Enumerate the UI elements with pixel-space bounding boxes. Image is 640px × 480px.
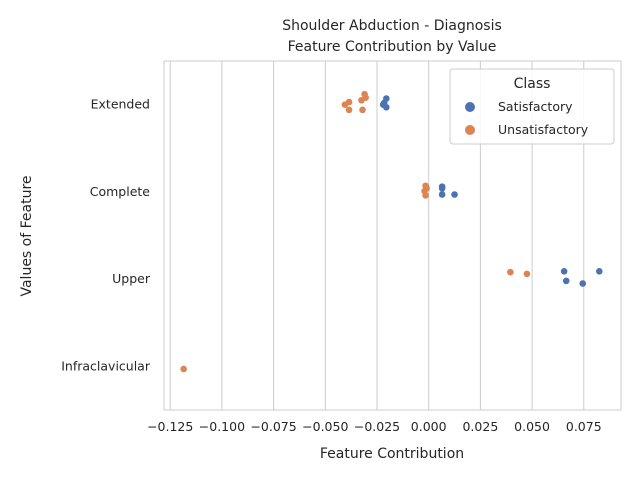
y-tick-label: Upper xyxy=(112,271,151,286)
x-tick-label: −0.125 xyxy=(147,419,193,434)
x-tick-label: −0.075 xyxy=(250,419,296,434)
data-point-satisfactory xyxy=(380,99,388,107)
data-point-satisfactory xyxy=(438,185,446,192)
y-tick-labels: Extended Complete Upper Infraclavicular xyxy=(61,97,151,374)
legend-title: Class xyxy=(514,76,551,92)
data-point-unsatisfactory xyxy=(358,96,365,104)
y-axis-label: Values of Feature xyxy=(19,175,35,296)
data-point-satisfactory xyxy=(560,267,568,275)
x-tick-label: 0.050 xyxy=(514,419,550,434)
x-tick-label: −0.025 xyxy=(354,419,400,434)
data-point-satisfactory xyxy=(438,191,446,198)
data-point-unsatisfactory xyxy=(345,106,353,114)
data-point-unsatisfactory xyxy=(341,101,349,108)
data-point-unsatisfactory xyxy=(523,270,531,278)
legend-label-satisfactory: Satisfactory xyxy=(498,99,573,114)
data-point-satisfactory xyxy=(579,280,587,287)
data-point-satisfactory xyxy=(562,277,570,285)
data-point-unsatisfactory xyxy=(180,365,187,373)
x-tick-label: 0.000 xyxy=(411,419,447,434)
x-axis-label: Feature Contribution xyxy=(320,446,464,462)
plot-frame xyxy=(163,60,622,411)
chart-title-line1: Shoulder Abduction - Diagnosis xyxy=(282,18,502,34)
x-tick-label: 0.025 xyxy=(462,419,498,434)
legend-marker-unsatisfactory xyxy=(465,125,475,135)
legend: Class Satisfactory Unsatisfactory xyxy=(449,68,615,145)
x-tick-label: −0.100 xyxy=(199,419,245,434)
y-tick-label: Extended xyxy=(91,97,150,112)
chart-title-line2: Feature Contribution by Value xyxy=(288,39,497,55)
data-point-satisfactory xyxy=(451,191,458,198)
x-tick-label: −0.050 xyxy=(302,419,348,434)
data-points xyxy=(180,90,603,373)
data-point-satisfactory xyxy=(595,267,603,275)
x-tick-labels: −0.125 −0.100 −0.075 −0.050 −0.025 0.000 0.025… xyxy=(147,419,602,434)
data-point-unsatisfactory xyxy=(359,106,366,114)
y-tick-label: Complete xyxy=(90,184,151,199)
legend-box xyxy=(449,68,615,145)
legend-label-unsatisfactory: Unsatisfactory xyxy=(498,122,589,137)
data-point-unsatisfactory xyxy=(422,192,429,199)
data-point-unsatisfactory xyxy=(507,268,514,276)
y-tick-label: Infraclavicular xyxy=(61,358,151,373)
x-tick-label: 0.075 xyxy=(566,419,602,434)
legend-marker-satisfactory xyxy=(465,102,475,112)
